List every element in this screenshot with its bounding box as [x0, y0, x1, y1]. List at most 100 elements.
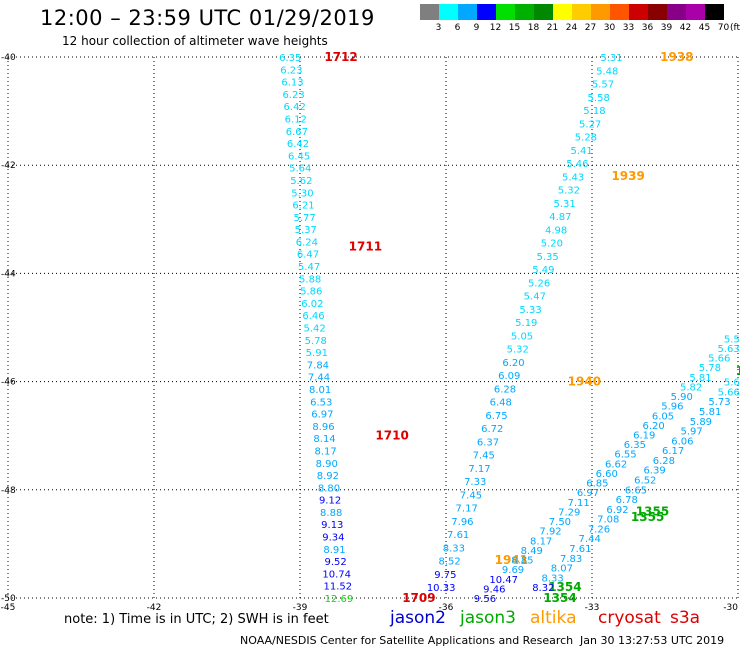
wave-height-point: 10.47	[489, 575, 518, 586]
wave-height-point: 9.46	[483, 584, 505, 595]
wave-height-point: 5.46	[566, 159, 588, 170]
wave-height-point: 4.87	[549, 212, 571, 223]
wave-height-point: 5.43	[562, 172, 584, 183]
wave-height-point: 9.69	[502, 565, 524, 576]
wave-height-point: 6.17	[662, 446, 684, 457]
wave-height-point: 7.84	[307, 360, 329, 371]
chart-subtitle: 12 hour collection of altimeter wave hei…	[62, 34, 328, 48]
legend-label: 45	[698, 23, 711, 33]
wave-height-point: 7.26	[588, 524, 610, 535]
legend-swatch	[648, 4, 667, 20]
wave-height-point: 5.20	[541, 239, 563, 250]
wave-height-point: 9.56	[474, 594, 496, 605]
orbit-time-label: 1712	[324, 50, 357, 64]
x-tick-label: -45	[1, 603, 16, 613]
legend-swatch	[667, 4, 686, 20]
timestamp: Jan 30 13:27:53 UTC 2019	[580, 634, 725, 647]
legend-swatch	[591, 4, 610, 20]
wave-height-point: 6.97	[311, 410, 333, 421]
wave-height-point: 6.97	[577, 488, 599, 499]
legend-label: 24	[565, 23, 578, 33]
wave-height-point: 5.88	[299, 274, 321, 285]
legend-swatch	[477, 4, 496, 20]
orbit-time-label: 1939	[611, 169, 644, 183]
wave-height-point: 6.78	[616, 495, 638, 506]
legend-swatch	[572, 4, 591, 20]
wave-height-point: 5.26	[528, 278, 550, 289]
satellite-altika: altika	[530, 608, 577, 628]
wave-height-point: 6.06	[671, 436, 693, 447]
wave-height-point: 9.13	[321, 520, 343, 531]
wave-height-point: 6.42	[287, 139, 309, 150]
legend-swatch	[496, 4, 515, 20]
legend-swatch	[458, 4, 477, 20]
wave-height-point: 7.44	[579, 534, 601, 545]
wave-height-point: 7.29	[558, 507, 580, 518]
wave-height-point: 5.37	[295, 225, 317, 236]
wave-height-point: 7.92	[539, 527, 561, 538]
legend-swatch	[610, 4, 629, 20]
wave-height-point: 5.27	[579, 119, 601, 130]
wave-height-point: 6.72	[481, 424, 503, 435]
wave-height-point: 5.78	[699, 363, 721, 374]
orbit-time-label: 1709	[402, 591, 435, 605]
x-tick-label: -36	[439, 603, 454, 613]
y-tick-label: -40	[1, 53, 16, 63]
legend-swatch	[439, 4, 458, 20]
wave-height-point: 8.85	[511, 556, 533, 567]
wave-height-point: 6.42	[284, 102, 306, 113]
wave-height-point: 6.21	[292, 201, 314, 212]
footer-note: note: 1) Time is in UTC; 2) SWH is in fe…	[64, 612, 329, 627]
legend-label: 6	[454, 23, 461, 33]
wave-height-point: 7.96	[451, 517, 473, 528]
wave-height-point: 5.66	[718, 387, 740, 398]
wave-height-point: 6.12	[285, 114, 307, 125]
wave-height-point: 5.82	[680, 382, 702, 393]
legend-label: 12	[489, 23, 502, 33]
wave-height-point: 12.69	[325, 594, 354, 605]
wave-height-point: 5.97	[681, 427, 703, 438]
wave-height-point: 5.57	[592, 80, 614, 91]
wave-height-point: 5.64	[289, 164, 311, 175]
wave-height-point: 8.33	[443, 543, 465, 554]
wave-height-point: 7.45	[460, 490, 482, 501]
wave-height-point: 8.92	[317, 471, 339, 482]
legend-unit: (ft)	[730, 23, 740, 33]
wave-height-point: 6.92	[606, 505, 628, 516]
wave-height-point: 6.75	[485, 411, 507, 422]
wave-height-point: 5.49	[532, 265, 554, 276]
wave-height-point: 6.19	[633, 430, 655, 441]
wave-height-point: 7.45	[473, 451, 495, 462]
wave-height-point: 6.35	[624, 440, 646, 451]
legend-label: 9	[473, 23, 480, 33]
wave-height-point: 6.09	[498, 371, 520, 382]
wave-height-point: 6.35	[279, 53, 301, 64]
legend-label: 42	[679, 23, 692, 33]
wave-height-point: 6.39	[643, 466, 665, 477]
wave-height-point: 6.28	[494, 384, 516, 395]
wave-height-point: 6.20	[643, 421, 665, 432]
wave-height-point: 6.48	[490, 398, 512, 409]
wave-height-point: 9.52	[324, 557, 346, 568]
wave-height-point: 5.42	[303, 324, 325, 335]
legend-label: 36	[641, 23, 654, 33]
wave-height-point: 5.31	[553, 199, 575, 210]
satellite-jason3: jason3	[460, 608, 516, 628]
wave-height-point: 9.75	[434, 570, 456, 581]
wave-height-point: 5.96	[661, 402, 683, 413]
wave-height-point: 5.47	[524, 292, 546, 303]
wave-height-point: 5.81	[699, 407, 721, 418]
legend-label: 30	[603, 23, 616, 33]
wave-height-point: 5.90	[671, 392, 693, 403]
orbit-time-label: 1355	[636, 504, 669, 518]
orbit-time-label: 1711	[349, 239, 382, 253]
wave-height-point: 6.67	[286, 127, 308, 138]
wave-height-point: 7.17	[456, 504, 478, 515]
wave-height-point: 6.47	[297, 250, 319, 261]
wave-height-point: 8.14	[313, 434, 335, 445]
wave-height-point: 6.20	[502, 358, 524, 369]
legend-swatch	[420, 4, 439, 20]
wave-height-point: 5.86	[300, 287, 322, 298]
wave-height-point: 8.17	[315, 446, 337, 457]
